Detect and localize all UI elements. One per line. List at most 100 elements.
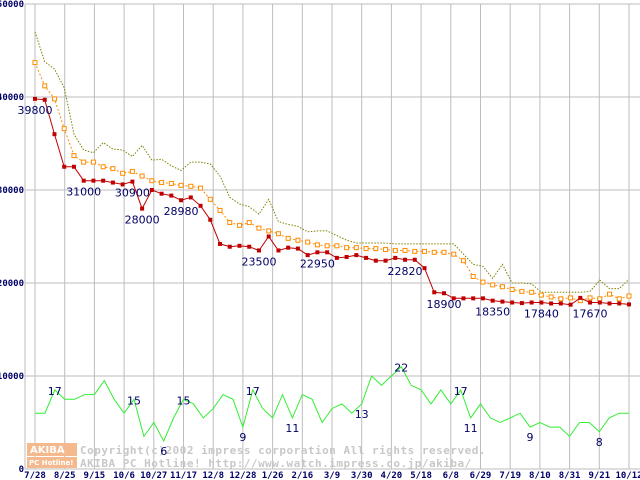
- data-label: 8: [596, 436, 603, 449]
- point-average: [441, 249, 447, 255]
- point-average: [256, 225, 262, 231]
- point-low: [607, 301, 612, 306]
- point-average: [188, 183, 194, 189]
- x-tick-label: 12/28: [229, 471, 256, 480]
- point-average: [100, 164, 106, 170]
- data-label: 17: [454, 385, 468, 398]
- point-average: [295, 237, 301, 243]
- point-low: [140, 206, 145, 211]
- point-average: [275, 231, 281, 237]
- x-tick-label: 8/31: [559, 471, 581, 480]
- point-average: [305, 239, 311, 245]
- point-low: [490, 298, 495, 303]
- point-low: [237, 243, 242, 248]
- point-average: [149, 178, 155, 184]
- x-tick-label: 6/8: [443, 471, 459, 480]
- point-low: [159, 191, 164, 196]
- point-average: [81, 159, 87, 165]
- data-label: 15: [127, 394, 141, 407]
- point-low: [52, 132, 57, 137]
- point-low: [510, 300, 515, 305]
- data-label: 11: [464, 422, 478, 435]
- data-label: 23500: [241, 255, 276, 268]
- point-low: [422, 266, 427, 271]
- point-low: [344, 254, 349, 259]
- point-low: [627, 302, 631, 307]
- x-tick-label: 8/25: [54, 471, 76, 480]
- point-low: [549, 301, 554, 306]
- point-low: [364, 255, 369, 260]
- grid: [25, 3, 640, 469]
- point-low: [412, 257, 417, 262]
- point-low: [110, 180, 115, 185]
- point-average: [597, 296, 603, 302]
- point-average: [422, 248, 428, 254]
- data-label: 6: [160, 445, 167, 458]
- x-tick-label: 7/19: [499, 471, 521, 480]
- y-tick-label: 50000: [0, 0, 24, 10]
- point-average: [227, 220, 233, 226]
- point-average: [412, 248, 418, 254]
- point-low: [432, 290, 437, 295]
- x-tick-label: 11/17: [170, 471, 197, 480]
- x-tick-label: 10/12: [615, 471, 640, 480]
- point-low: [519, 301, 524, 306]
- x-tick-label: 4/20: [381, 471, 403, 480]
- point-low: [42, 97, 47, 102]
- point-low: [461, 296, 466, 301]
- point-average: [61, 126, 67, 132]
- point-low: [256, 248, 261, 253]
- data-label: 31000: [66, 186, 101, 199]
- point-average: [402, 247, 408, 253]
- data-label: 22820: [388, 265, 423, 278]
- point-low: [480, 296, 485, 301]
- y-tick-label: 40000: [0, 93, 24, 103]
- point-low: [383, 258, 388, 263]
- point-average: [431, 249, 437, 255]
- point-low: [81, 178, 86, 183]
- data-label: 18350: [475, 306, 510, 319]
- point-average: [392, 247, 398, 253]
- point-average: [129, 168, 135, 174]
- point-low: [588, 300, 593, 305]
- point-low: [101, 178, 106, 183]
- point-low: [247, 244, 252, 249]
- data-label: 17: [246, 385, 260, 398]
- point-low: [373, 258, 378, 263]
- data-label: 15: [177, 394, 191, 407]
- y-tick-label: 20000: [0, 279, 24, 289]
- point-average: [246, 220, 252, 226]
- x-tick-label: 3/9: [324, 471, 340, 480]
- x-tick-label: 7/28: [24, 471, 46, 480]
- point-average: [198, 185, 204, 191]
- x-tick-label: 3/30: [351, 471, 373, 480]
- data-labels: 39800 31000 30900 28000 28980 23500 22950 22820…: [18, 104, 608, 458]
- point-low: [539, 300, 544, 305]
- point-average: [139, 173, 145, 179]
- point-low: [130, 179, 135, 184]
- point-low: [218, 241, 223, 246]
- copyright-line: Copyright(c)2002 impress corporation All…: [80, 444, 486, 457]
- point-low: [325, 250, 330, 255]
- point-low: [276, 248, 281, 253]
- data-label: 9: [239, 431, 246, 444]
- point-average: [363, 246, 369, 252]
- point-average: [626, 293, 632, 299]
- point-average: [217, 207, 223, 213]
- point-low: [354, 253, 359, 258]
- point-average: [314, 242, 320, 248]
- point-average: [71, 153, 77, 159]
- data-label: 28980: [164, 205, 199, 218]
- x-tick-label: 6/29: [470, 471, 492, 480]
- point-average: [334, 243, 340, 249]
- point-low: [393, 255, 398, 260]
- data-label: 30900: [115, 187, 150, 200]
- point-average: [266, 228, 272, 234]
- point-average: [616, 296, 622, 302]
- data-label: 22: [394, 362, 408, 375]
- series-group: [32, 31, 632, 443]
- point-low: [179, 198, 184, 203]
- point-average: [587, 295, 593, 301]
